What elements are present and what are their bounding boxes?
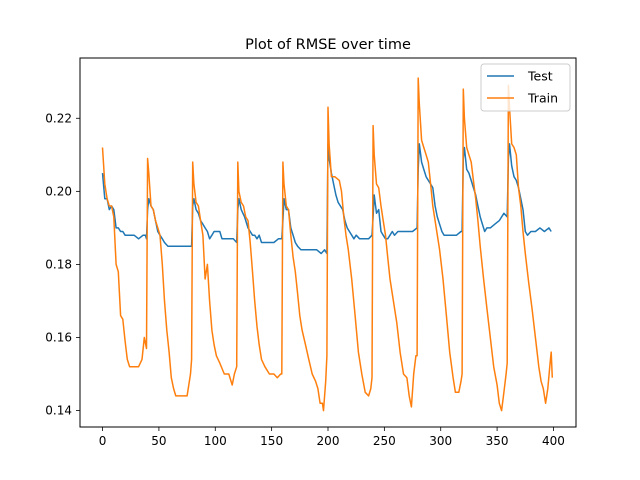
legend-label-test: Test: [527, 69, 553, 84]
series-line-train: [101, 77, 554, 412]
y-tick-label: 0.20: [45, 184, 72, 198]
x-tick-label: 200: [317, 434, 340, 448]
x-tick-label: 0: [99, 434, 107, 448]
y-tick-label: 0.18: [45, 257, 72, 271]
x-tick-label: 50: [151, 434, 166, 448]
y-axis: 0.14 0.16 0.18 0.20 0.22: [45, 111, 80, 418]
x-axis: 0 50 100 150 200 250 300 350 400: [99, 427, 565, 448]
x-tick-label: 400: [542, 434, 565, 448]
plot-series: [101, 77, 554, 412]
chart-title: Plot of RMSE over time: [245, 37, 411, 53]
x-tick-label: 100: [204, 434, 227, 448]
x-tick-label: 250: [373, 434, 396, 448]
y-tick-label: 0.16: [45, 330, 72, 344]
y-tick-label: 0.22: [45, 111, 72, 125]
x-tick-label: 300: [429, 434, 452, 448]
x-tick-label: 350: [486, 434, 509, 448]
legend: Test Train: [480, 63, 571, 112]
x-tick-label: 150: [260, 434, 283, 448]
legend-label-train: Train: [527, 91, 558, 106]
y-tick-label: 0.14: [45, 404, 72, 418]
